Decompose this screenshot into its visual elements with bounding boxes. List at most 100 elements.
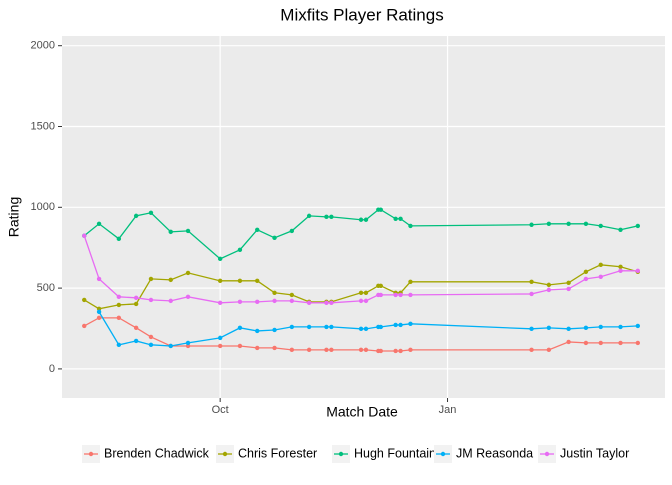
point (546, 325, 552, 331)
point (324, 324, 329, 330)
point (96, 309, 102, 315)
point (546, 347, 552, 353)
point (289, 228, 295, 234)
point (168, 298, 173, 304)
point (618, 268, 623, 274)
legend-label: Hugh Fountain (354, 446, 436, 460)
point (393, 348, 398, 354)
point (255, 278, 260, 284)
point (329, 347, 334, 353)
point (358, 326, 364, 332)
point (255, 345, 260, 351)
point (566, 221, 571, 226)
point (398, 348, 403, 354)
panel (62, 36, 665, 398)
point (583, 269, 589, 274)
point (378, 324, 383, 330)
point (598, 262, 603, 268)
y-tick-label: 1500 (31, 120, 55, 132)
point (393, 292, 398, 298)
x-tick-label: Jan (439, 404, 457, 416)
y-tick-label: 0 (49, 363, 55, 375)
point (185, 228, 191, 234)
point (217, 256, 223, 262)
point (82, 233, 87, 238)
legend-label: Chris Forester (238, 446, 317, 460)
point (408, 279, 413, 285)
point (546, 282, 552, 288)
point (217, 300, 223, 306)
point (289, 292, 295, 298)
legend-label: Justin Taylor (560, 446, 629, 460)
point (546, 287, 552, 293)
point (289, 324, 295, 330)
point (583, 325, 589, 331)
point (255, 299, 260, 305)
point (566, 280, 571, 285)
point (598, 223, 603, 229)
point (408, 292, 413, 298)
point (618, 340, 623, 346)
point (398, 292, 403, 298)
point (378, 207, 383, 212)
point (324, 214, 329, 220)
point (116, 302, 122, 308)
legend-label: JM Reasonda (456, 446, 533, 460)
point (529, 291, 534, 297)
point (324, 347, 329, 353)
point (329, 214, 334, 220)
point (598, 324, 603, 330)
point (358, 298, 364, 304)
point (378, 292, 383, 298)
y-tick-label: 1000 (31, 201, 55, 213)
point (529, 326, 534, 332)
point (598, 274, 603, 279)
point (148, 342, 154, 348)
point (324, 300, 329, 306)
point (378, 283, 383, 289)
point (289, 298, 295, 304)
point (185, 270, 191, 276)
point (96, 221, 102, 226)
point (237, 247, 243, 253)
point (529, 222, 534, 227)
series-line (98, 311, 638, 347)
point (329, 324, 334, 330)
point (168, 229, 173, 235)
point (148, 276, 154, 282)
legend-label: Brenden Chadwick (104, 446, 210, 460)
point (82, 297, 87, 303)
point (272, 345, 277, 351)
chart-title: Mixfits Player Ratings (280, 5, 443, 24)
point (133, 213, 139, 219)
point (168, 343, 173, 349)
point (168, 277, 173, 283)
x-tick-label: Oct (212, 404, 229, 416)
point (237, 343, 243, 349)
point (116, 294, 122, 300)
point (398, 216, 403, 221)
point (329, 300, 334, 306)
point (185, 294, 191, 300)
point (566, 286, 571, 292)
point (618, 227, 623, 232)
legend-swatch-point (440, 451, 446, 457)
point (255, 227, 260, 232)
point (635, 323, 641, 329)
point (398, 322, 403, 328)
point (217, 335, 223, 341)
point (185, 340, 191, 346)
point (358, 290, 364, 295)
point (583, 221, 589, 226)
legend-swatch-point (222, 451, 228, 457)
point (237, 299, 243, 305)
point (583, 340, 589, 346)
point (635, 340, 641, 346)
y-axis-title: Rating (6, 197, 22, 237)
point (529, 347, 534, 353)
point (272, 235, 277, 241)
y-tick-label: 500 (37, 282, 55, 294)
point (237, 325, 243, 331)
point (306, 300, 312, 306)
point (618, 324, 623, 330)
